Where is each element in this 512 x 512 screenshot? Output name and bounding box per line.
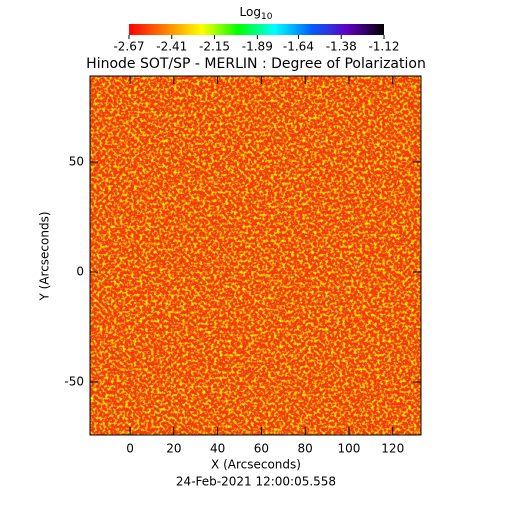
colorbar-tick-label: -1.64 xyxy=(283,40,314,54)
colorbar-tick-label: -2.41 xyxy=(156,40,187,54)
heatmap-image-overlay xyxy=(90,76,421,435)
x-tick-label: 100 xyxy=(338,442,361,456)
x-tick-label: 40 xyxy=(210,442,225,456)
colorbar xyxy=(129,24,384,35)
colorbar-tick-label: -1.38 xyxy=(326,40,357,54)
colorbar-tick-label: -2.67 xyxy=(113,40,144,54)
x-tick-label: 60 xyxy=(254,442,269,456)
x-tick-label: 80 xyxy=(298,442,313,456)
date-footer: 24-Feb-2021 12:00:05.558 xyxy=(176,475,336,489)
chart-title: Hinode SOT/SP - MERLIN : Degree of Polar… xyxy=(86,56,426,72)
y-tick-label: 50 xyxy=(69,155,84,169)
x-tick-label: 20 xyxy=(166,442,181,456)
colorbar-tick-label: -2.15 xyxy=(199,40,230,54)
plot-frame xyxy=(89,75,422,436)
y-tick-label: 0 xyxy=(76,264,84,278)
x-axis-label: X (Arcseconds) xyxy=(211,458,301,472)
colorbar-tick-label: -1.89 xyxy=(242,40,273,54)
y-tick-label: -50 xyxy=(64,374,84,388)
colorbar-tick-label: -1.12 xyxy=(368,40,399,54)
x-tick-label: 0 xyxy=(126,442,134,456)
colorbar-label: Log10 xyxy=(240,5,273,22)
x-tick-label: 120 xyxy=(381,442,404,456)
y-axis-label: Y (Arcseconds) xyxy=(38,211,52,301)
